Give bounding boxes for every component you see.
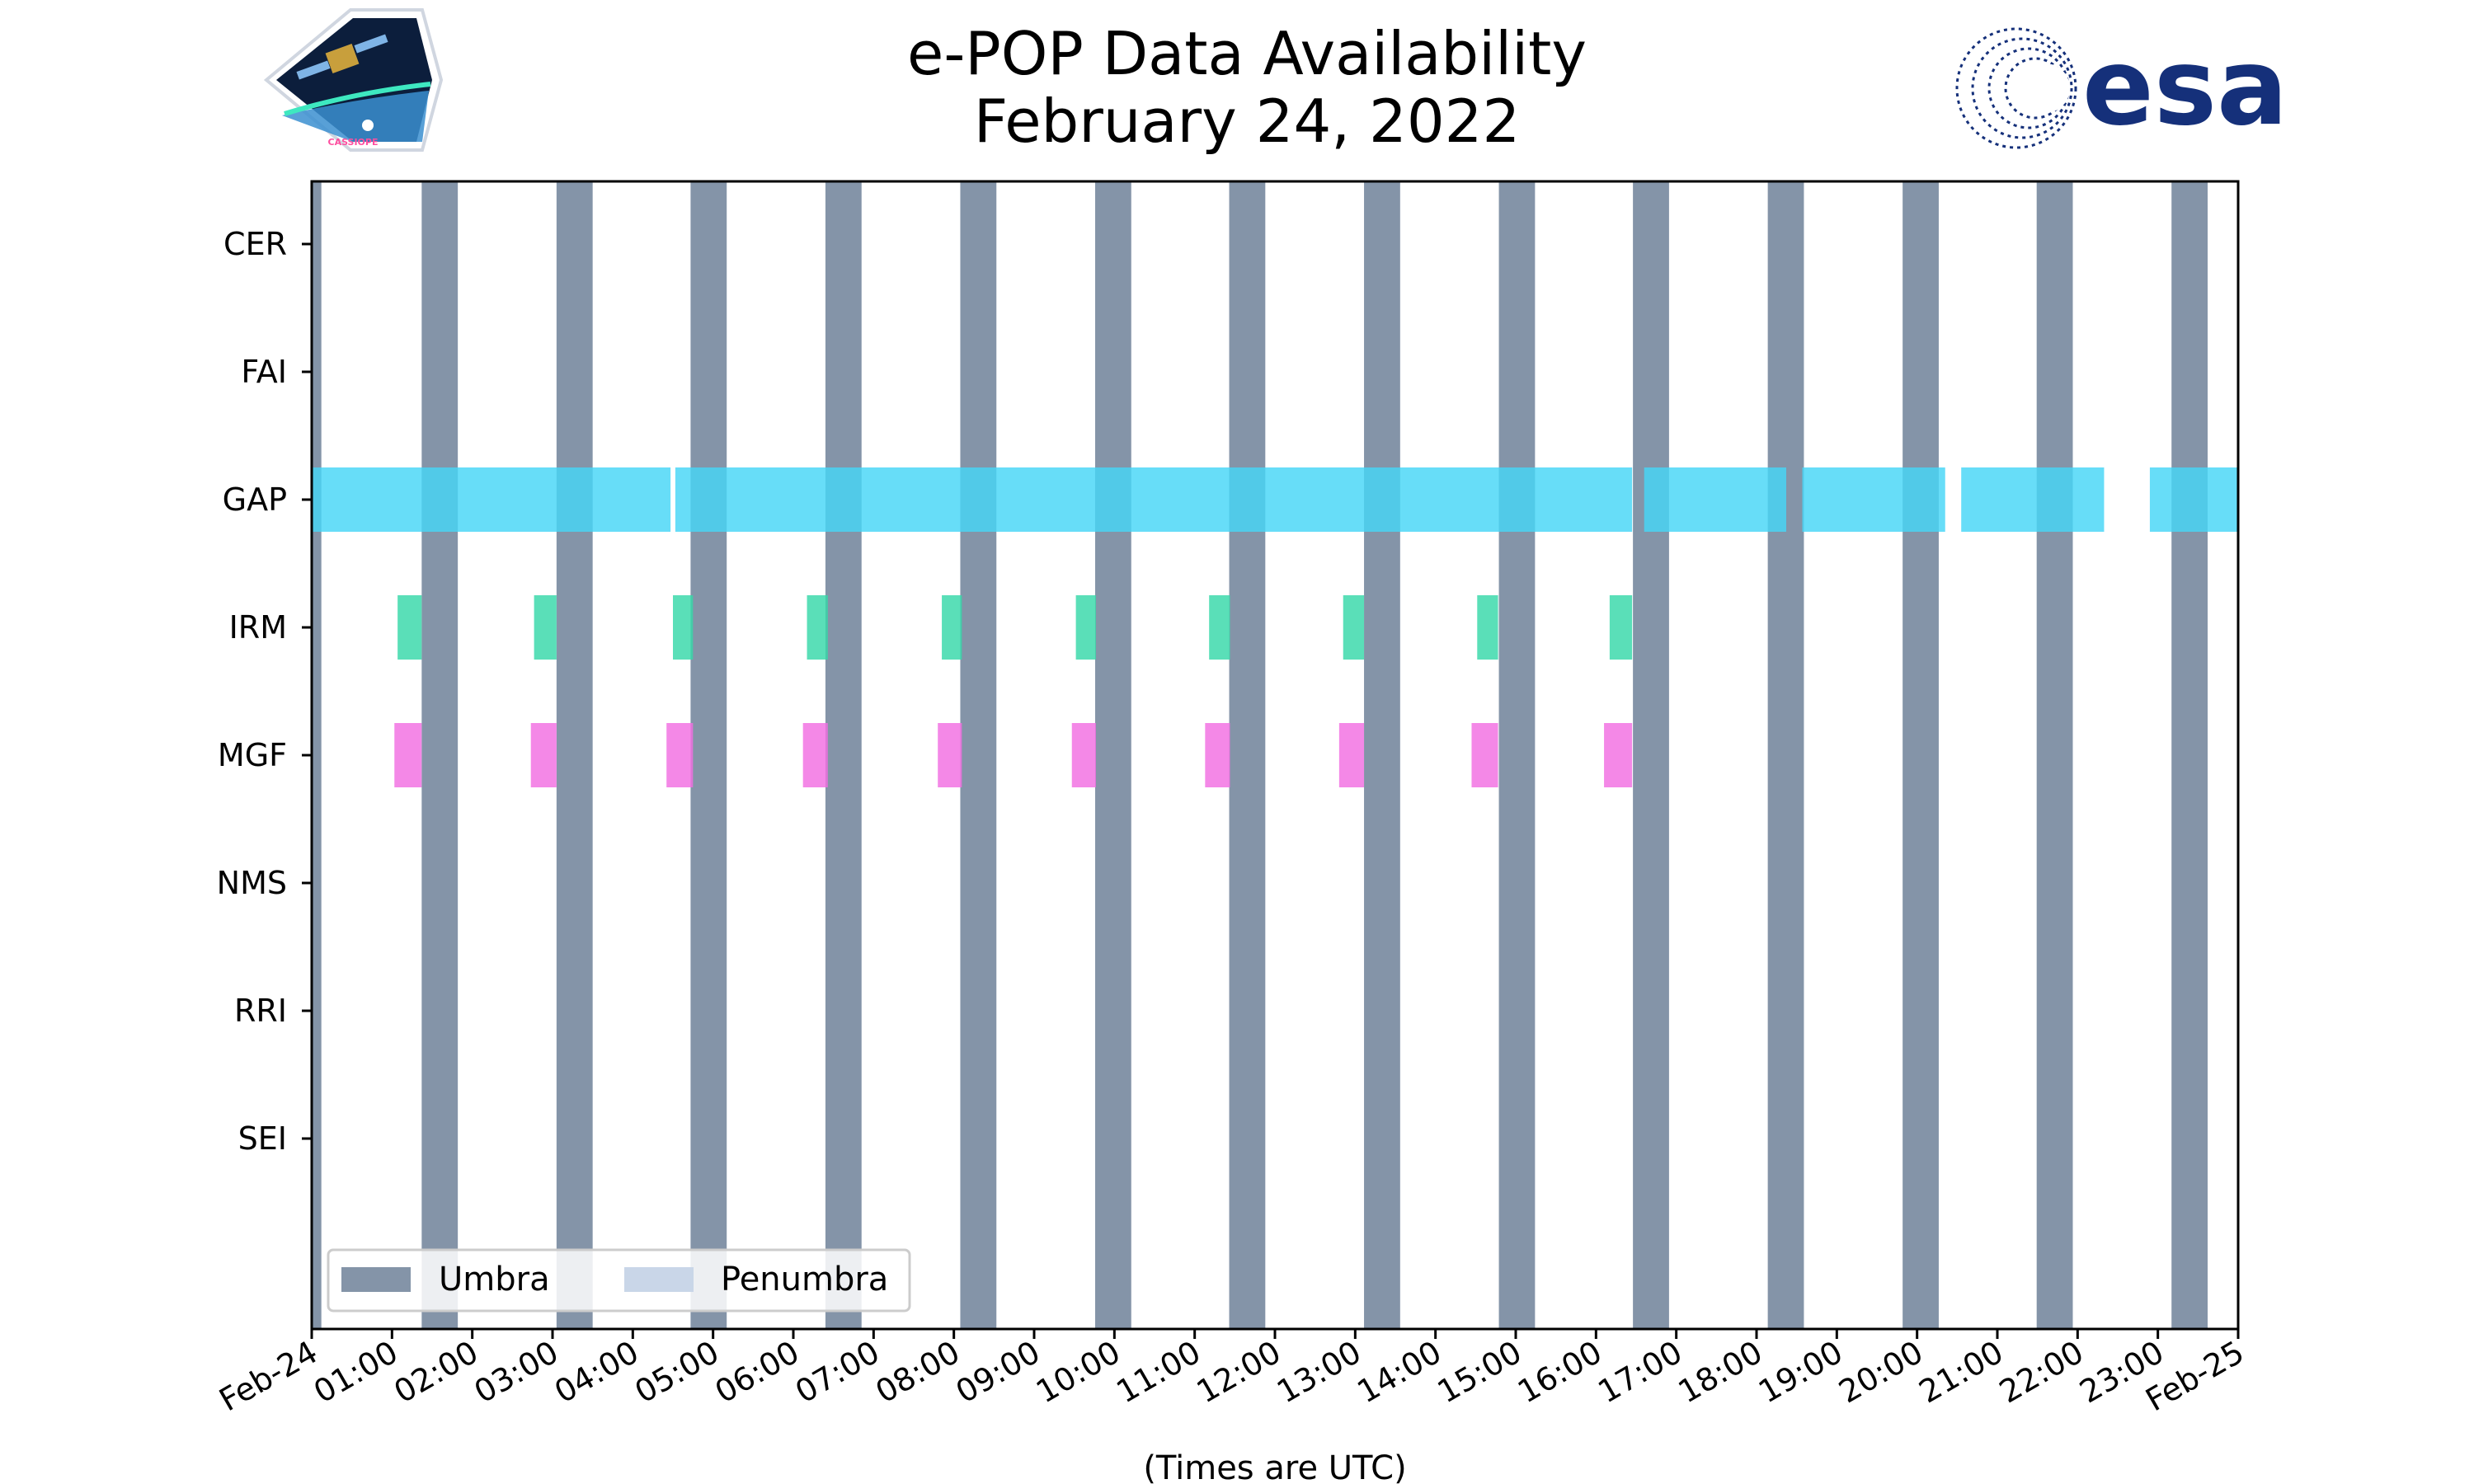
x-axis-label: (Times are UTC) [1143,1449,1406,1484]
umbra-band [2036,181,2073,1329]
x-tick-label: 01:00 [308,1334,404,1411]
y-tick-label: MGF [218,737,287,773]
x-tick-label: 13:00 [1271,1334,1367,1411]
y-axis: CER FAI GAP IRM MGF NMS RRI SEI [217,226,312,1157]
x-tick-label: 18:00 [1672,1334,1769,1411]
legend-umbra-swatch [341,1267,411,1292]
umbra-band [1364,181,1400,1329]
data-bar-mgf [1604,723,1633,787]
data-bar-irm [1609,595,1633,660]
x-tick-label: 21:00 [1913,1334,2010,1411]
data-bar-irm [673,595,694,660]
data-bar-mgf [1338,723,1365,787]
umbra-band [960,181,997,1329]
legend: Umbra Penumbra [327,1248,911,1313]
y-tick-label: FAI [241,354,287,390]
x-tick-label: 07:00 [789,1334,886,1411]
umbra-band [690,181,727,1329]
data-bar-gap [312,467,671,532]
legend-umbra-label: Umbra [439,1261,550,1298]
eclipse-shading [312,181,2208,1329]
data-bar-mgf [1471,723,1498,787]
x-tick-label: 14:00 [1351,1334,1447,1411]
x-tick-label: Feb-24 [213,1334,323,1419]
umbra-band [1903,181,1939,1329]
x-tick-label: 03:00 [468,1334,565,1411]
umbra-band [1094,181,1131,1329]
umbra-band [1633,181,1669,1329]
data-bar-mgf [1071,723,1096,787]
x-tick-label: 11:00 [1110,1334,1206,1411]
data-bar-irm [1075,595,1096,660]
data-bar-mgf [1205,723,1230,787]
x-tick-label: 10:00 [1030,1334,1126,1411]
y-tick-label: RRI [234,993,287,1029]
x-tick-label: 12:00 [1191,1334,1287,1411]
x-tick-label: 08:00 [869,1334,966,1411]
chart-title-line2: February 24, 2022 [974,87,1521,156]
data-bar-irm [942,595,962,660]
data-bar-gap [1644,467,1787,532]
plot-area [312,181,2238,1329]
x-axis: Feb-2401:0002:0003:0004:0005:0006:0007:0… [213,1329,2251,1419]
umbra-band [312,181,322,1329]
y-tick-label: NMS [217,865,287,901]
legend-box [327,1248,911,1313]
data-bar-irm [1477,595,1498,660]
umbra-band [2171,181,2208,1329]
data-bar-gap [2149,467,2238,532]
x-tick-label: 05:00 [628,1334,725,1411]
legend-penumbra-label: Penumbra [721,1261,888,1298]
data-bar-mgf [530,723,557,787]
x-tick-label: 22:00 [1993,1334,2090,1411]
y-tick-label: IRM [229,609,287,646]
umbra-band [1767,181,1804,1329]
data-bar-irm [397,595,422,660]
y-tick-label: CER [223,226,287,262]
data-bar-mgf [394,723,422,787]
instrument-bars [312,467,2238,787]
data-bar-gap [675,467,1633,532]
legend-penumbra-swatch [624,1267,694,1292]
data-bar-irm [534,595,557,660]
cassiope-logo: CASSIOPE [263,8,444,152]
esa-logo-text: esa [2082,26,2288,149]
data-bar-gap [1802,467,1945,532]
x-tick-label: 06:00 [709,1334,806,1411]
data-bar-gap [1961,467,2105,532]
data-bar-irm [1343,595,1365,660]
data-bar-mgf [802,723,828,787]
umbra-band [825,181,862,1329]
x-tick-label: 09:00 [950,1334,1047,1411]
cassiope-logo-caption: CASSIOPE [328,137,379,148]
x-tick-label: 02:00 [388,1334,484,1411]
esa-logo: esa [1955,26,2288,149]
data-bar-mgf [666,723,694,787]
y-tick-label: SEI [238,1120,287,1157]
x-tick-label: 15:00 [1432,1334,1528,1411]
chart-title-line1: e-POP Data Availability [907,19,1587,88]
data-bar-irm [1209,595,1230,660]
umbra-band [1498,181,1536,1329]
umbra-band [556,181,593,1329]
umbra-band [421,181,459,1329]
x-tick-label: 16:00 [1512,1334,1608,1411]
x-tick-label: 17:00 [1592,1334,1688,1411]
umbra-band [1229,181,1266,1329]
x-tick-label: 20:00 [1832,1334,1929,1411]
data-bar-mgf [938,723,962,787]
x-tick-label: 19:00 [1752,1334,1849,1411]
data-bar-irm [807,595,828,660]
y-tick-label: GAP [223,481,287,518]
x-tick-label: 04:00 [548,1334,645,1411]
